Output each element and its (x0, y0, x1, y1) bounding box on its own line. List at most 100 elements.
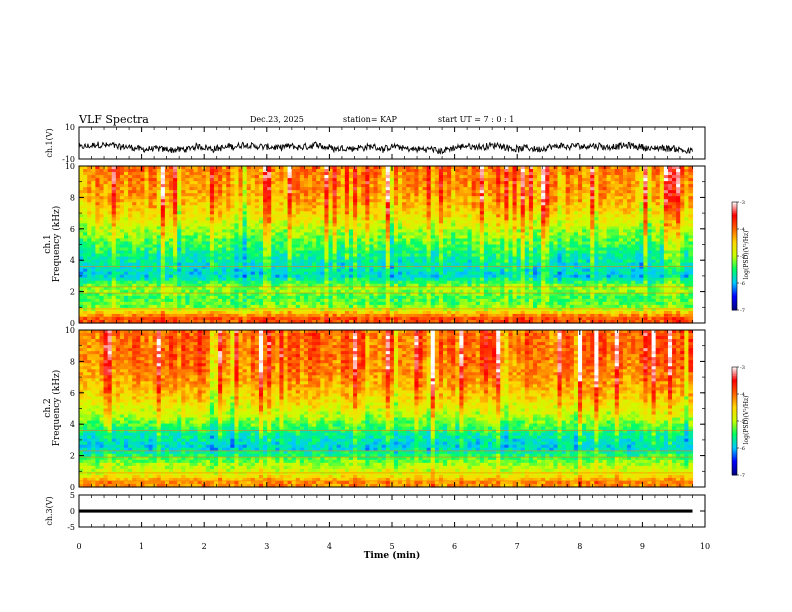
spectrogram-cell (520, 196, 526, 200)
spectrogram-cell (647, 202, 653, 206)
spectrogram-cell (283, 211, 289, 215)
spectrogram-cell (173, 262, 178, 267)
spectrogram-cell (87, 235, 92, 240)
spectrogram-cell (487, 184, 493, 188)
spectrogram-cell (185, 232, 191, 237)
spectrogram-cell (111, 202, 117, 206)
spectrogram-cell (406, 169, 411, 173)
spectrogram-cell (520, 190, 526, 194)
spectrogram-cell (414, 184, 420, 188)
spectrogram-cell (684, 232, 689, 237)
spectrogram-cell (344, 196, 350, 200)
spectrogram-cell (205, 166, 211, 170)
spectrogram-cell (549, 202, 555, 206)
spectrogram-cell (324, 247, 330, 252)
spectrogram-cell (582, 187, 587, 191)
spectrogram-cell (610, 244, 616, 249)
spectrogram-cell (213, 175, 219, 179)
spectrogram-cell (140, 205, 146, 209)
spectrogram-cell (590, 214, 595, 218)
spectrogram-cell (160, 184, 166, 188)
spectrogram-cell (373, 211, 379, 215)
spectrogram-cell (418, 217, 424, 221)
spectrogram-cell (516, 241, 522, 246)
spectrogram-cell (655, 217, 661, 221)
spectrogram-cell (181, 178, 186, 182)
spectrogram-cell (451, 196, 456, 200)
spectrogram-cell (553, 190, 559, 194)
spectrogram-cell (680, 253, 685, 258)
spectrogram-cell (197, 193, 203, 197)
spectrogram-cell (500, 178, 505, 182)
spectrogram-cell (336, 241, 342, 246)
spectrogram-cell (148, 172, 154, 176)
spectrogram-cell (590, 226, 595, 230)
spectrogram-cell (610, 184, 616, 188)
spectrogram-cell (586, 196, 591, 200)
spectrogram-cell (569, 250, 575, 255)
spectrogram-cell (659, 199, 665, 203)
spectrogram-cell (275, 244, 280, 249)
spectrogram-cell (410, 250, 415, 255)
spectrogram-cell (242, 166, 248, 170)
spectrogram-cell (328, 253, 334, 258)
spectrogram-cell (455, 187, 460, 191)
spectrogram-cell (177, 226, 182, 230)
spectrogram-cell (308, 211, 313, 215)
spectrogram-cell (103, 193, 109, 197)
spectrogram-cell (635, 217, 640, 221)
spectrogram-cell (316, 187, 321, 191)
spectrogram-cell (209, 214, 215, 218)
spectrogram-cell (164, 253, 170, 258)
spectrogram-cell (475, 223, 481, 227)
spectrogram-cell (557, 187, 563, 191)
spectrogram-cell (271, 178, 276, 182)
spectrogram-cell (238, 190, 244, 194)
spectrogram-cell (287, 253, 293, 258)
spectrogram-cell (569, 235, 575, 240)
spectrogram-cell (553, 247, 559, 252)
spectrogram-cell (586, 169, 591, 173)
spectrogram-cell (402, 172, 407, 176)
spectrogram-cell (128, 223, 133, 227)
spectrogram-cell (537, 178, 542, 182)
spectrogram-cell (434, 208, 440, 212)
spectrogram-cell (414, 256, 420, 261)
spectrogram-cell (643, 196, 649, 200)
spectrogram-cell (508, 208, 514, 212)
spectrogram-cell (205, 250, 211, 255)
spectrogram-cell (238, 205, 244, 209)
spectrogram-cell (381, 178, 387, 182)
spectrogram-cell (267, 166, 272, 170)
spectrogram-cell (218, 166, 223, 170)
spectrogram-cell (598, 175, 604, 179)
spectrogram-cell (537, 211, 542, 215)
spectrogram-cell (573, 232, 579, 237)
spectrogram-cell (168, 229, 174, 234)
spectrogram-cell (164, 172, 170, 176)
spectrogram-cell (647, 226, 653, 230)
spectrogram-cell (393, 181, 399, 185)
spectrogram-cell (639, 247, 644, 252)
spectrogram-cell (582, 253, 587, 258)
spectrogram-cell (545, 190, 550, 194)
spectrogram-cell (344, 193, 350, 197)
spectrogram-cell (119, 184, 125, 188)
spectrogram-cell (377, 190, 383, 194)
spectrogram-cell (549, 181, 555, 185)
spectrogram-cell (222, 193, 227, 197)
spectrogram-cell (267, 199, 272, 203)
spectrogram-cell (238, 187, 244, 191)
spectrogram-cell (402, 202, 407, 206)
spectrogram-cell (483, 235, 489, 240)
spectrogram-cell (418, 205, 424, 209)
spectrogram-cell (148, 241, 154, 246)
spectrogram-cell (398, 184, 403, 188)
spectrogram-cell (532, 214, 538, 218)
spectrogram-cell (475, 226, 481, 230)
spectrogram-cell (164, 223, 170, 227)
spectrogram-cell (434, 232, 440, 237)
spectrogram-cell (173, 196, 178, 200)
spectrogram-cell (393, 238, 399, 243)
spectrogram-cell (393, 187, 399, 191)
